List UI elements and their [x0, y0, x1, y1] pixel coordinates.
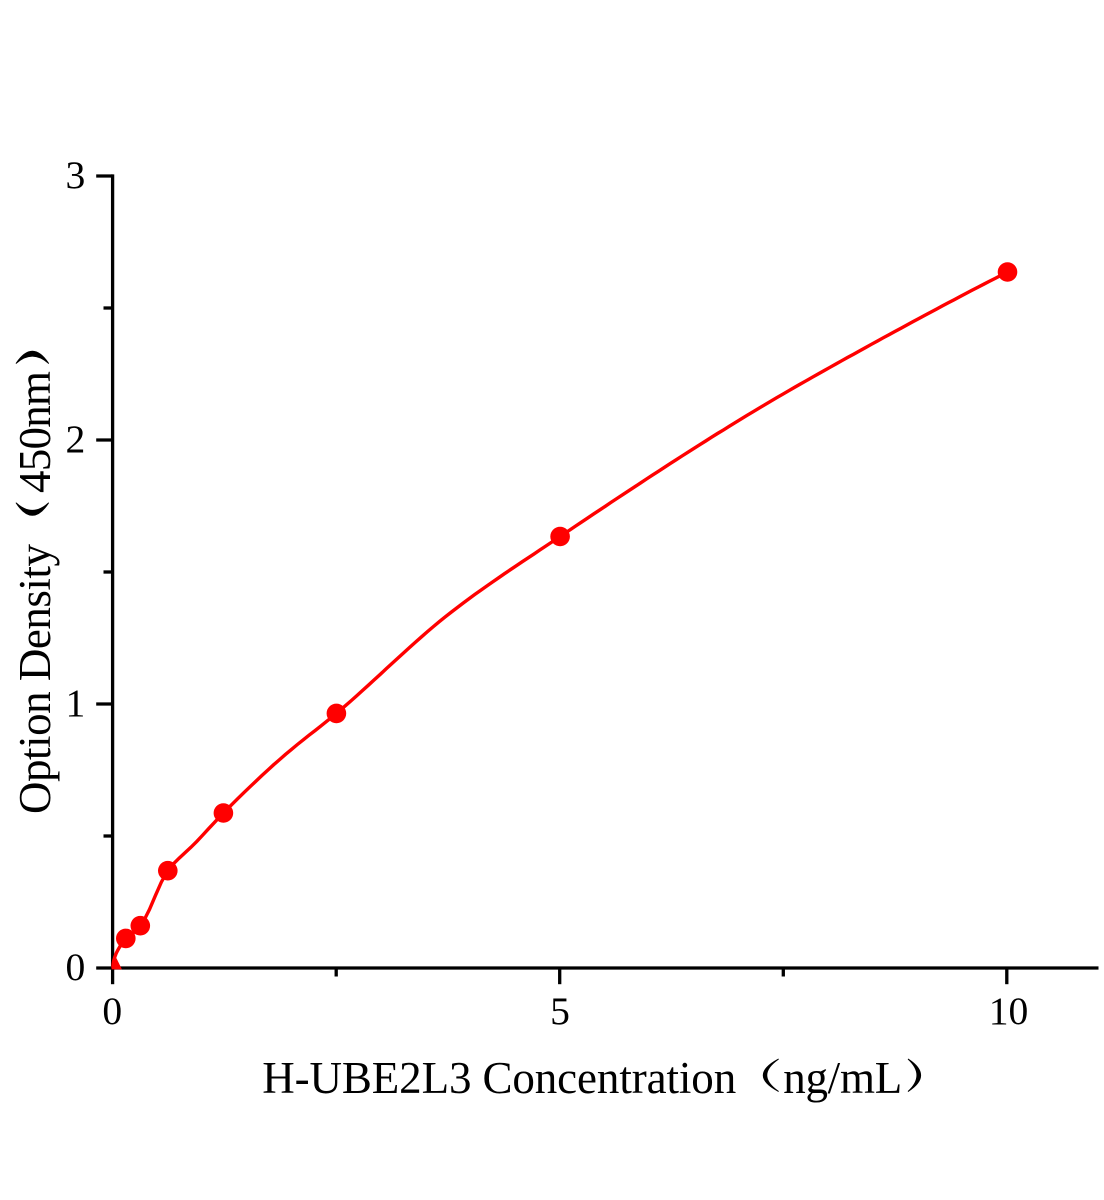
svg-text:0: 0 [102, 989, 122, 1033]
svg-text:2: 2 [66, 417, 86, 461]
svg-text:3: 3 [66, 153, 86, 197]
svg-text:5: 5 [550, 989, 570, 1033]
svg-text:1: 1 [66, 681, 86, 725]
svg-text:Option Density: Option Density [10, 544, 60, 815]
svg-text:ng/mL: ng/mL [783, 1053, 902, 1103]
svg-text:H-UBE2L3 Concentration: H-UBE2L3 Concentration [262, 1053, 736, 1103]
svg-text:10: 10 [989, 989, 1029, 1033]
svg-text:450nm: 450nm [10, 371, 60, 493]
svg-text:0: 0 [66, 945, 86, 989]
